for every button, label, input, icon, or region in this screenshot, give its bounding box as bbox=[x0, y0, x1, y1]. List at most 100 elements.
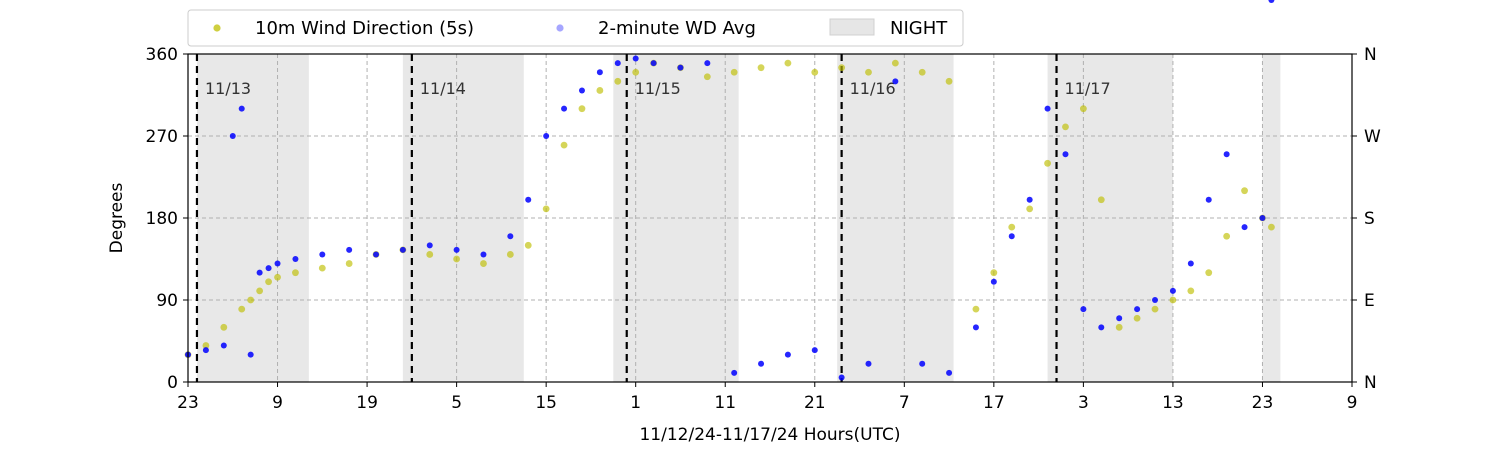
point-s1-16 bbox=[480, 251, 487, 258]
point-s1-38 bbox=[990, 278, 997, 285]
point-s1-31 bbox=[811, 347, 818, 354]
point-s0-22 bbox=[614, 77, 622, 85]
point-s0-47 bbox=[1169, 296, 1177, 304]
point-s1-36 bbox=[946, 369, 953, 376]
point-s0-37 bbox=[990, 269, 998, 277]
legend-label-1: 2-minute WD Avg bbox=[598, 18, 756, 39]
point-s0-2 bbox=[220, 323, 228, 331]
legend-marker-1 bbox=[556, 24, 564, 32]
point-s0-20 bbox=[578, 105, 586, 113]
y-right-tick-label-2: S bbox=[1364, 209, 1375, 229]
point-s1-24 bbox=[632, 55, 639, 62]
point-s0-46 bbox=[1151, 305, 1159, 313]
point-s0-21 bbox=[596, 87, 604, 94]
point-s1-37 bbox=[972, 324, 979, 331]
point-s1-41 bbox=[1044, 105, 1051, 112]
point-s0-39 bbox=[1026, 205, 1034, 213]
x-tick-label-11: 13 bbox=[1162, 393, 1184, 413]
point-s0-1 bbox=[202, 342, 210, 349]
point-s0-23 bbox=[632, 68, 640, 76]
legend-label-0: 10m Wind Direction (5s) bbox=[255, 18, 474, 39]
point-s0-43 bbox=[1097, 196, 1105, 204]
point-s1-40 bbox=[1026, 196, 1033, 203]
point-s0-34 bbox=[918, 68, 926, 76]
point-s0-15 bbox=[480, 260, 487, 267]
legend: 10m Wind Direction (5s) 2-minute WD Avg NI… bbox=[187, 9, 964, 47]
point-s1-9 bbox=[292, 256, 299, 262]
point-s1-42 bbox=[1062, 151, 1069, 158]
y-axis-label: Degrees bbox=[107, 182, 127, 253]
point-s1-5 bbox=[247, 351, 254, 358]
x-tick-label-13: 9 bbox=[1347, 393, 1358, 413]
point-s1-1 bbox=[202, 347, 209, 354]
x-tick-label-7: 21 bbox=[804, 393, 826, 413]
point-s0-26 bbox=[703, 73, 711, 81]
point-s1-26 bbox=[677, 64, 684, 71]
legend-swatch-2 bbox=[829, 18, 875, 36]
x-tick-label-4: 15 bbox=[535, 393, 557, 413]
y-right-axis-ticks: N E S W N bbox=[1352, 45, 1381, 393]
point-s0-48 bbox=[1187, 287, 1195, 295]
point-s0-16 bbox=[506, 251, 514, 258]
y-tick-label-0: 0 bbox=[167, 373, 178, 393]
x-tick-label-5: 1 bbox=[630, 393, 641, 413]
legend-box bbox=[187, 9, 964, 47]
point-s1-19 bbox=[543, 133, 550, 139]
point-s1-32 bbox=[838, 374, 845, 381]
x-tick-label-10: 3 bbox=[1078, 393, 1089, 413]
point-s1-49 bbox=[1187, 260, 1194, 267]
point-s0-14 bbox=[453, 255, 461, 263]
point-s0-17 bbox=[524, 241, 532, 249]
point-s0-40 bbox=[1044, 159, 1051, 167]
day-boundary-layer: 11/13 11/14 11/15 11/16 11/17 bbox=[195, 54, 1111, 382]
point-s1-17 bbox=[507, 233, 514, 240]
point-s0-6 bbox=[265, 278, 272, 286]
y-tick-label-2: 180 bbox=[146, 209, 178, 229]
point-s1-18 bbox=[525, 196, 532, 203]
point-s1-45 bbox=[1116, 315, 1123, 322]
point-s1-43 bbox=[1080, 306, 1087, 313]
point-s0-42 bbox=[1079, 105, 1087, 113]
point-s0-51 bbox=[1241, 187, 1248, 195]
y-right-tick-label-3: W bbox=[1364, 127, 1381, 147]
night-band-2 bbox=[613, 54, 739, 382]
point-s1-47 bbox=[1152, 297, 1159, 303]
point-s1-13 bbox=[399, 246, 406, 253]
night-band-4 bbox=[1047, 54, 1173, 382]
point-s0-27 bbox=[730, 68, 738, 76]
x-tick-label-8: 7 bbox=[899, 393, 910, 413]
point-s1-22 bbox=[596, 69, 603, 76]
x-tick-label-12: 23 bbox=[1252, 393, 1274, 413]
y-right-tick-label-4: N bbox=[1364, 45, 1377, 65]
point-s1-33 bbox=[865, 360, 872, 367]
point-s1-15 bbox=[453, 246, 460, 253]
point-s1-27 bbox=[704, 60, 711, 67]
point-s1-54 bbox=[1268, 0, 1275, 3]
point-s1-23 bbox=[614, 60, 621, 67]
point-s1-29 bbox=[758, 360, 765, 367]
point-s1-3 bbox=[229, 133, 236, 139]
x-tick-label-1: 9 bbox=[272, 393, 283, 413]
point-s1-34 bbox=[892, 78, 899, 85]
point-s1-8 bbox=[274, 260, 281, 267]
point-s1-48 bbox=[1169, 287, 1176, 294]
day-label-4: 11/17 bbox=[1065, 79, 1111, 98]
day-label-1: 11/14 bbox=[420, 79, 466, 98]
x-tick-label-2: 19 bbox=[356, 393, 378, 413]
point-s1-46 bbox=[1134, 306, 1141, 313]
point-s1-28 bbox=[731, 369, 738, 376]
point-s1-4 bbox=[238, 105, 245, 112]
x-tick-label-9: 17 bbox=[983, 393, 1005, 413]
point-s0-31 bbox=[838, 64, 846, 72]
point-s1-51 bbox=[1223, 151, 1230, 158]
day-label-2: 11/15 bbox=[635, 79, 681, 98]
point-s0-32 bbox=[865, 68, 872, 76]
point-s0-38 bbox=[1008, 223, 1016, 231]
point-s1-6 bbox=[256, 269, 263, 276]
x-tick-label-0: 23 bbox=[177, 393, 199, 413]
point-s0-29 bbox=[784, 59, 792, 67]
point-s0-41 bbox=[1062, 123, 1069, 131]
point-s1-12 bbox=[373, 251, 380, 258]
point-s0-4 bbox=[247, 296, 255, 304]
